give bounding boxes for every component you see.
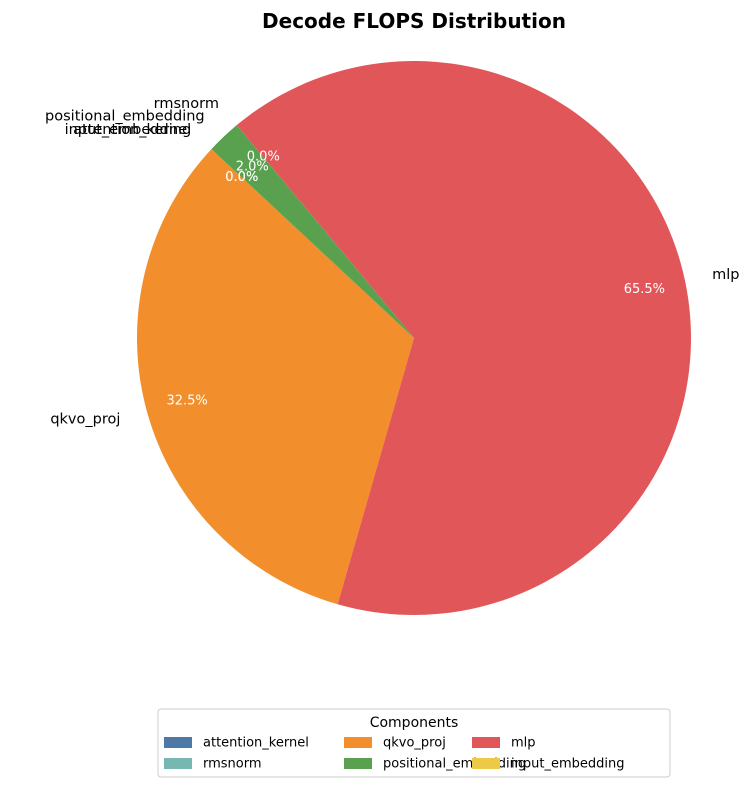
pct-label-mlp: 65.5% [624, 282, 665, 297]
chart-title: Decode FLOPS Distribution [262, 9, 566, 33]
legend-item-qkvo-proj: qkvo_proj [344, 736, 446, 751]
legend-label: mlp [511, 736, 536, 751]
legend-swatch [472, 758, 500, 769]
pct-label-input-embedding: 0.0% [225, 170, 258, 185]
legend-swatch [344, 758, 372, 769]
pct-label-rmsnorm: 0.0% [247, 150, 280, 165]
legend-item-attention-kernel: attention_kernel [164, 736, 309, 751]
slice-label-rmsnorm: rmsnorm [154, 96, 219, 112]
slice-label-mlp: mlp [712, 267, 739, 283]
slice-label-positional-embedding: positional_embedding [45, 109, 205, 125]
legend-item-rmsnorm: rmsnorm [164, 757, 262, 772]
legend-label: qkvo_proj [383, 736, 446, 751]
legend-label: positional_embedding [383, 757, 526, 772]
legend-item-mlp: mlp [472, 736, 536, 751]
legend-frame [157, 708, 671, 778]
legend-swatch [164, 758, 192, 769]
slice-label-input-embedding: input_embedding [65, 122, 192, 138]
slice-label-qkvo-proj: qkvo_proj [50, 411, 120, 427]
legend-item-input-embedding: input_embedding [472, 757, 624, 772]
legend-swatch [472, 737, 500, 748]
legend-swatch [164, 737, 192, 748]
legend-swatch [344, 737, 372, 748]
legend-title: Components [370, 715, 459, 731]
legend-label: input_embedding [511, 757, 624, 772]
pie-slice-positional-embedding [211, 125, 414, 339]
pct-label-positional-embedding: 2.0% [236, 159, 269, 174]
pie-slice-mlp [236, 61, 692, 615]
legend-label: rmsnorm [203, 757, 262, 772]
pct-label-attention-kernel: 0.0% [225, 170, 258, 185]
pct-label-qkvo-proj: 32.5% [166, 393, 207, 408]
pie-slice-qkvo-proj [137, 149, 414, 605]
legend-label: attention_kernel [203, 736, 309, 751]
slice-label-attention-kernel: attention_kernel [73, 122, 191, 138]
legend: Components attention_kernel qkvo_proj mlp r… [157, 708, 671, 778]
